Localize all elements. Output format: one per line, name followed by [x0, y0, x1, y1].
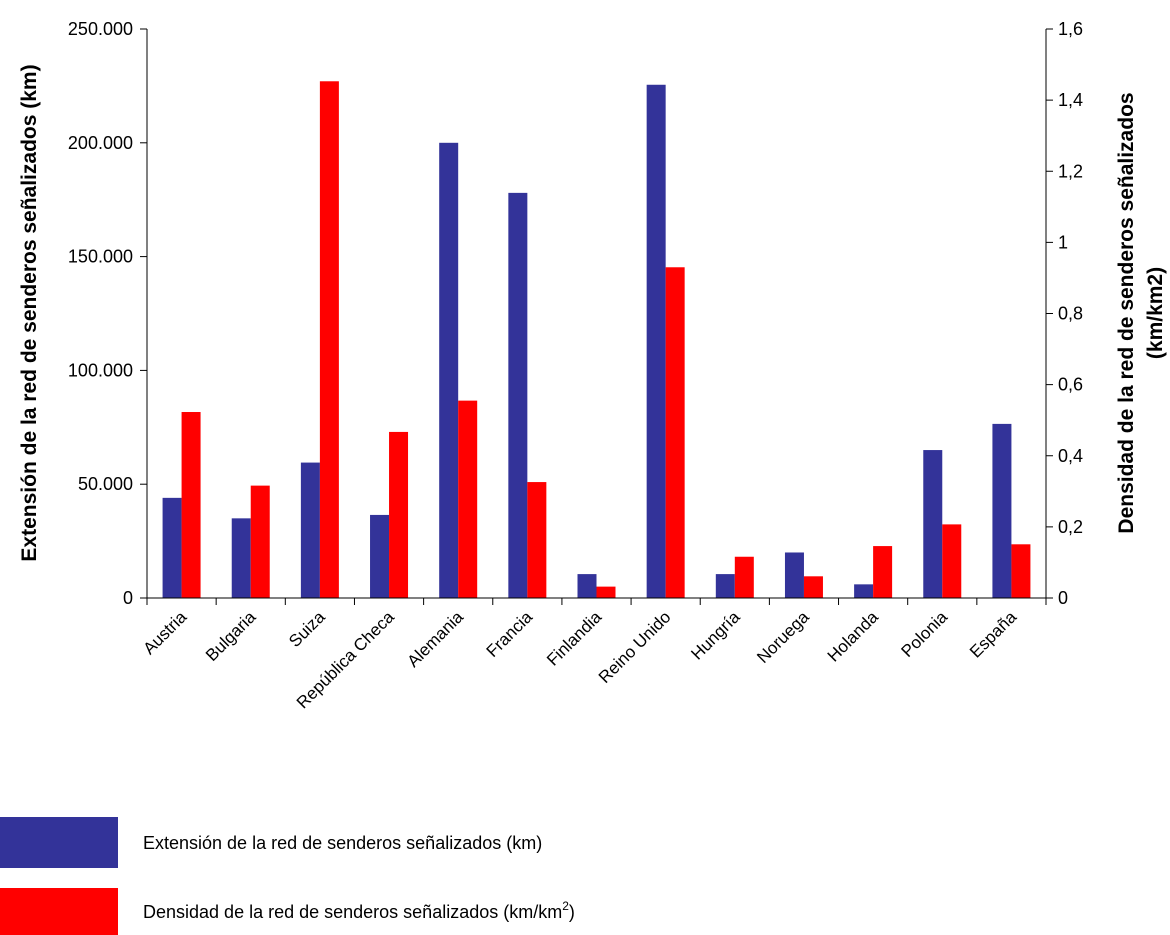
bar-extension-1 — [231, 518, 251, 598]
bar-density-3 — [389, 431, 409, 598]
right-axis-title-line1: Densidad de la red de senderos señalizad… — [1115, 92, 1138, 533]
bar-extension-9 — [784, 552, 804, 598]
category-label-1: Bulgaria — [202, 607, 260, 665]
bar-extension-10 — [854, 584, 874, 598]
left-tick-label-3: 150.000 — [68, 247, 133, 267]
bar-extension-11 — [923, 450, 943, 598]
right-axis-title-line2: (km/km2) — [1144, 267, 1167, 359]
bar-density-1 — [250, 485, 270, 598]
legend-label-density: Densidad de la red de senderos señalizad… — [143, 899, 575, 922]
right-tick-label-8: 1,6 — [1058, 19, 1083, 39]
bar-extension-3 — [370, 514, 390, 598]
bar-extension-7 — [646, 84, 666, 598]
bar-density-5 — [527, 482, 547, 598]
bar-extension-5 — [508, 192, 528, 598]
right-tick-label-4: 0,8 — [1058, 304, 1083, 324]
left-tick-label-2: 100.000 — [68, 360, 133, 380]
category-label-5: Francia — [483, 607, 537, 661]
bar-density-4 — [458, 400, 478, 598]
legend-label-density-main: Densidad de la red de senderos señalizad… — [143, 902, 562, 922]
bar-extension-0 — [162, 497, 182, 598]
right-tick-label-5: 1 — [1058, 232, 1068, 252]
category-label-4: Alemania — [403, 607, 467, 671]
bar-density-0 — [181, 412, 201, 598]
right-tick-label-2: 0,4 — [1058, 446, 1083, 466]
category-label-11: Polonia — [898, 607, 952, 661]
bar-density-11 — [942, 524, 962, 598]
plot-area: 0 50.000 100.000 150.000 200.000 250.000 0 0,2 0… — [68, 19, 1083, 712]
bar-density-2 — [319, 81, 339, 599]
bar-density-8 — [734, 556, 754, 598]
bar-extension-2 — [300, 462, 320, 598]
bar-extension-4 — [439, 142, 459, 599]
category-label-12: España — [966, 607, 1021, 662]
category-label-9: Noruega — [753, 607, 813, 667]
category-label-7: Reino Unido — [595, 607, 675, 687]
legend-label-density-suffix: ) — [569, 902, 575, 922]
right-tick-label-6: 1,2 — [1058, 161, 1083, 181]
category-label-10: Holanda — [824, 607, 883, 666]
category-label-0: Austria — [140, 607, 191, 658]
category-label-8: Hungría — [687, 607, 744, 664]
bar-extension-6 — [577, 574, 597, 598]
bar-density-9 — [803, 576, 823, 598]
right-tick-label-1: 0,2 — [1058, 517, 1083, 537]
right-tick-label-7: 1,4 — [1058, 90, 1083, 110]
category-label-6: Finlandia — [543, 607, 606, 670]
right-tick-label-0: 0 — [1058, 588, 1068, 608]
bar-density-10 — [873, 546, 893, 598]
legend: Extensión de la red de senderos señaliza… — [0, 817, 575, 935]
bar-density-6 — [596, 586, 616, 598]
left-tick-label-0: 0 — [123, 588, 133, 608]
right-tick-label-3: 0,6 — [1058, 375, 1083, 395]
bar-density-12 — [1011, 544, 1031, 598]
legend-label-extension: Extensión de la red de senderos señaliza… — [143, 833, 542, 853]
left-tick-label-4: 200.000 — [68, 133, 133, 153]
legend-swatch-density — [0, 888, 118, 935]
bar-extension-8 — [715, 574, 735, 598]
bar-density-7 — [665, 267, 685, 598]
legend-swatch-extension — [0, 817, 118, 868]
bar-extension-12 — [992, 423, 1012, 598]
legend-label-density-sup: 2 — [562, 899, 569, 913]
left-tick-label-1: 50.000 — [78, 474, 133, 494]
category-label-2: Suiza — [285, 607, 329, 651]
left-tick-label-5: 250.000 — [68, 19, 133, 39]
left-axis-title: Extensión de la red de senderos señaliza… — [18, 64, 41, 561]
